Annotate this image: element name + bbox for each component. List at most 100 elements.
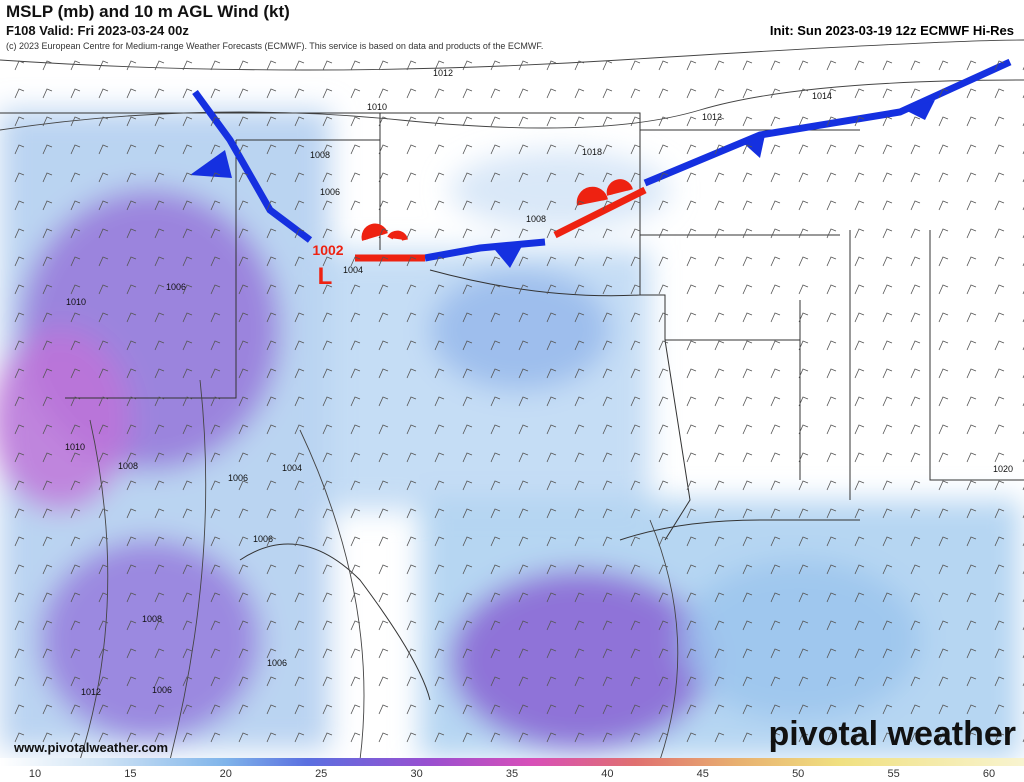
wind-barb: [994, 396, 1005, 407]
wind-barb: [714, 116, 725, 127]
wind-barb: [882, 144, 893, 155]
wind-barb: [966, 704, 977, 715]
wind-barb: [154, 312, 165, 323]
wind-barb: [910, 312, 921, 323]
wind-barb: [182, 648, 193, 659]
wind-barb: [238, 340, 249, 351]
wind-barb: [770, 312, 781, 323]
wind-barb: [14, 60, 25, 71]
wind-barb: [714, 452, 725, 463]
wind-barb: [42, 340, 53, 351]
wind-barb: [826, 620, 837, 631]
wind-barb: [350, 116, 361, 127]
isobar-label: 1010: [65, 442, 85, 452]
wind-barb: [462, 648, 473, 659]
wind-barb: [14, 256, 25, 267]
wind-barb: [238, 228, 249, 239]
wind-barb: [938, 312, 949, 323]
wind-barb: [854, 564, 865, 575]
wind-barb: [322, 60, 333, 71]
wind-barb: [378, 620, 389, 631]
wind-barb: [182, 424, 193, 435]
wind-barb: [630, 396, 641, 407]
wind-barb: [854, 312, 865, 323]
wind-barb: [826, 172, 837, 183]
wind-barb: [882, 592, 893, 603]
wind-barb: [938, 200, 949, 211]
wind-barb: [126, 704, 137, 715]
wind-barb: [294, 88, 305, 99]
wind-barb: [462, 592, 473, 603]
wind-barb: [14, 368, 25, 379]
wind-barb: [322, 228, 333, 239]
wind-barb: [266, 676, 277, 687]
wind-barb: [686, 564, 697, 575]
wind-barb: [826, 340, 837, 351]
wind-barb: [238, 452, 249, 463]
wind-barb: [546, 424, 557, 435]
wind-barb: [14, 648, 25, 659]
wind-barb: [882, 704, 893, 715]
wind-barb: [546, 144, 557, 155]
wind-barb: [798, 452, 809, 463]
wind-barb: [602, 116, 613, 127]
wind-barb: [406, 116, 417, 127]
wind-barb: [238, 172, 249, 183]
wind-barb: [938, 536, 949, 547]
wind-barb: [462, 312, 473, 323]
wind-barb: [266, 648, 277, 659]
wind-barb: [126, 648, 137, 659]
wind-barb: [854, 284, 865, 295]
wind-barb: [910, 592, 921, 603]
wind-barb: [294, 480, 305, 491]
wind-barb: [98, 592, 109, 603]
wind-barb: [546, 284, 557, 295]
wind-barb: [98, 536, 109, 547]
wind-barb: [14, 508, 25, 519]
wind-barb: [182, 284, 193, 295]
wind-barb: [238, 284, 249, 295]
wind-barb: [994, 368, 1005, 379]
wind-barb: [322, 312, 333, 323]
wind-barb: [490, 536, 501, 547]
wind-barb: [378, 424, 389, 435]
wind-barb: [238, 732, 249, 743]
wind-barb: [658, 340, 669, 351]
wind-barb: [546, 172, 557, 183]
wind-barb: [938, 676, 949, 687]
wind-barb: [686, 88, 697, 99]
isobar-label: 1006: [228, 473, 248, 483]
wind-barb: [882, 452, 893, 463]
wind-barb: [938, 172, 949, 183]
wind-barb: [294, 368, 305, 379]
wind-barb: [630, 704, 641, 715]
wind-barb: [210, 144, 221, 155]
isobar-label: 1008: [142, 614, 162, 624]
wind-barb: [798, 368, 809, 379]
wind-barb: [938, 396, 949, 407]
wind-barb: [238, 536, 249, 547]
wind-barb: [966, 60, 977, 71]
wind-barb: [406, 256, 417, 267]
wind-barb: [938, 88, 949, 99]
wind-barb: [574, 536, 585, 547]
wind-barb: [434, 480, 445, 491]
wind-barb: [210, 564, 221, 575]
wind-barb: [938, 60, 949, 71]
wind-barb: [266, 256, 277, 267]
wind-barb: [126, 592, 137, 603]
wind-barb: [350, 256, 361, 267]
wind-barb: [434, 172, 445, 183]
wind-barb: [350, 704, 361, 715]
wind-barb: [574, 88, 585, 99]
wind-barb: [546, 480, 557, 491]
wind-barb: [546, 508, 557, 519]
wind-barb: [574, 284, 585, 295]
wind-barb: [126, 732, 137, 743]
wind-barb: [406, 648, 417, 659]
wind-barb: [518, 340, 529, 351]
wind-barb: [518, 424, 529, 435]
wind-barb: [798, 144, 809, 155]
wind-barb: [406, 88, 417, 99]
wind-barb: [98, 368, 109, 379]
